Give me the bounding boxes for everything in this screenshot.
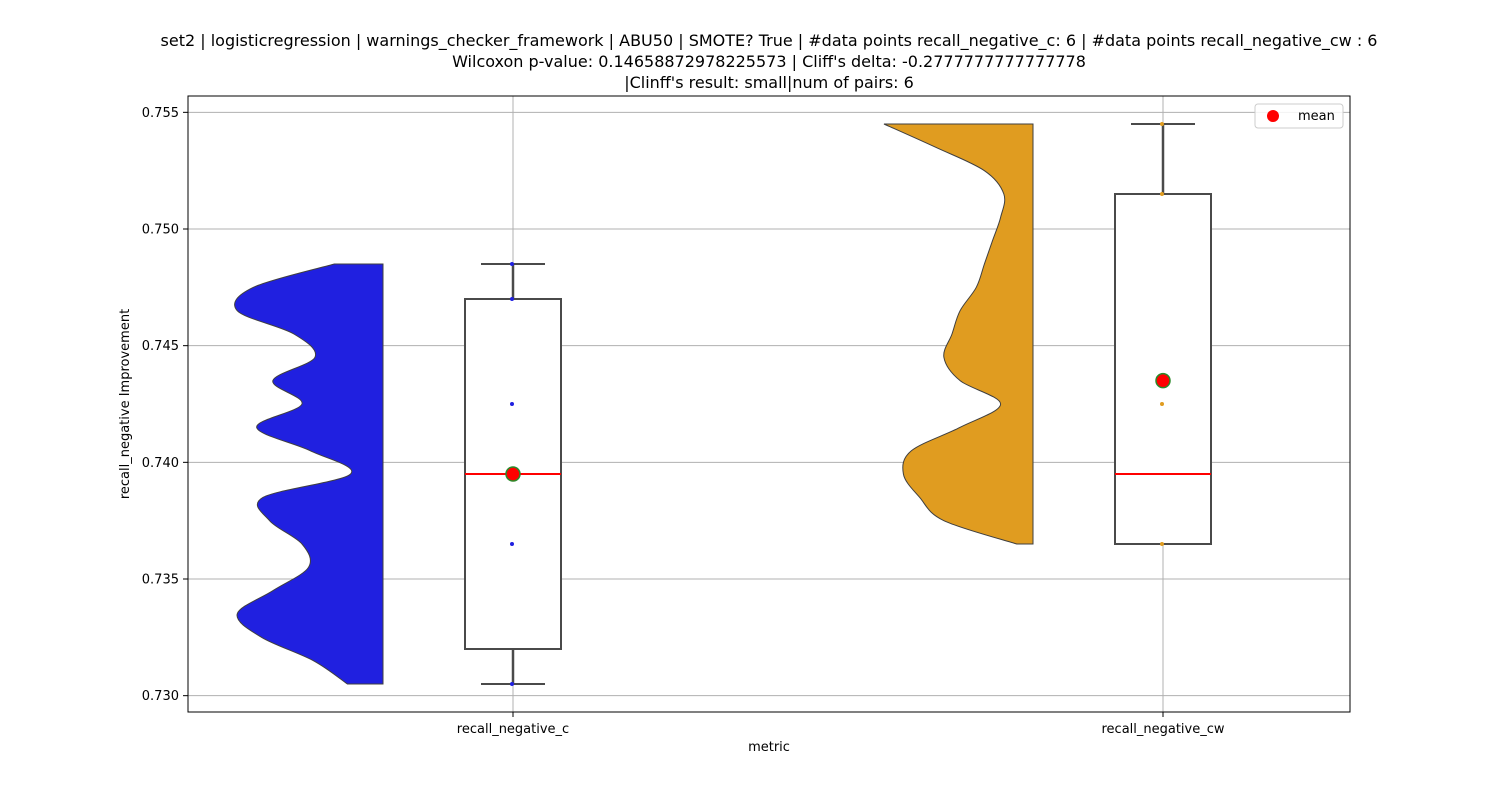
box-recall_negative_c <box>464 262 562 686</box>
data-point <box>510 542 514 546</box>
y-axis-ticks: 0.730 0.735 0.740 0.745 0.750 0.755 <box>142 106 188 704</box>
legend-mean-marker <box>1267 110 1279 122</box>
mean-marker <box>505 466 521 482</box>
x-tick-label: recall_negative_cw <box>1101 722 1224 737</box>
data-point <box>510 262 514 266</box>
violin-recall_negative_c <box>234 263 384 685</box>
y-axis-label: recall_negative Improvement <box>118 309 133 499</box>
y-tick-label: 0.755 <box>142 106 179 121</box>
data-point <box>1160 192 1164 196</box>
data-point <box>510 682 514 686</box>
plot-frame <box>187 95 1351 713</box>
box-plots <box>464 122 1212 686</box>
data-point <box>1160 542 1164 546</box>
title-line-2: Wilcoxon p-value: 0.14658872978225573 | … <box>452 52 1086 71</box>
y-tick-label: 0.740 <box>142 456 179 471</box>
data-point <box>1160 402 1164 406</box>
title-line-3: |Clinff's result: small|num of pairs: 6 <box>624 73 914 92</box>
x-axis-label: metric <box>748 740 790 755</box>
y-tick-label: 0.735 <box>142 573 179 588</box>
mean-marker <box>1155 372 1171 389</box>
violins <box>234 123 1034 685</box>
y-tick-label: 0.750 <box>142 223 179 238</box>
title-line-1: set2 | logisticregression | warnings_che… <box>161 31 1378 51</box>
data-point <box>510 297 514 301</box>
chart-title: set2 | logisticregression | warnings_che… <box>161 31 1378 92</box>
legend-mean-label: mean <box>1298 109 1335 124</box>
legend-box <box>1254 103 1344 129</box>
box-recall_negative_cw <box>1114 122 1212 546</box>
legend: mean <box>1254 103 1344 129</box>
x-tick-label: recall_negative_c <box>457 722 569 737</box>
x-axis-ticks: recall_negative_c recall_negative_cw <box>457 712 1225 737</box>
data-point <box>1160 122 1164 126</box>
box-body <box>1114 193 1212 545</box>
violin-recall_negative_cw <box>883 123 1034 545</box>
data-point <box>510 402 514 406</box>
y-tick-label: 0.730 <box>142 689 179 704</box>
y-tick-label: 0.745 <box>142 339 179 354</box>
